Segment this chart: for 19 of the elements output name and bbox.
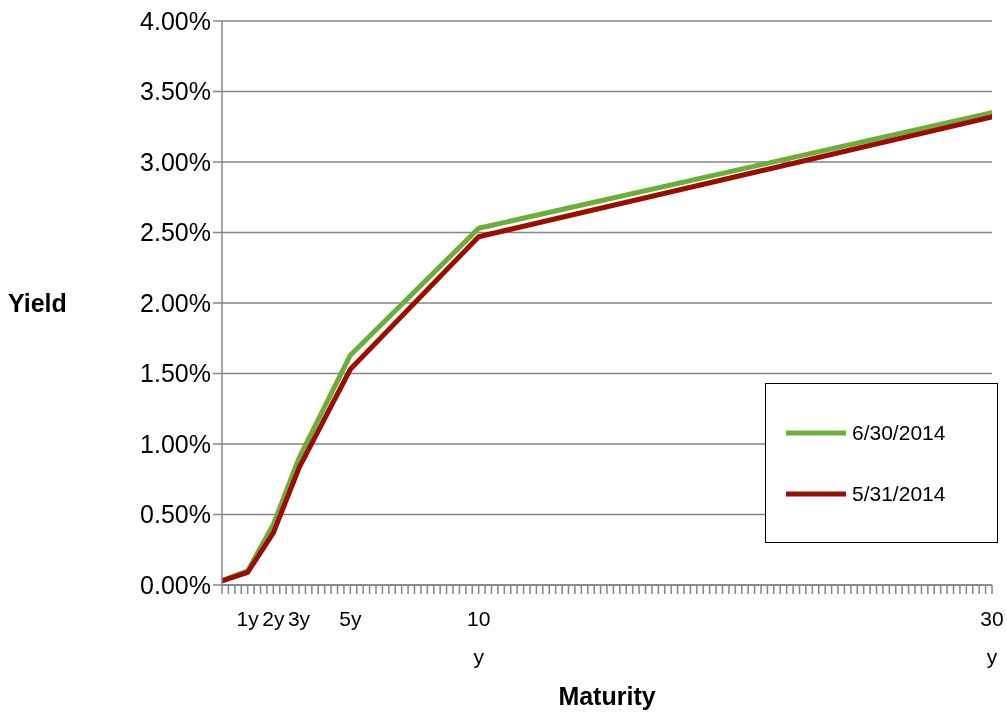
y-axis-title: Yield (8, 288, 67, 317)
y-tick-label: 2.00% (140, 288, 211, 317)
y-tick-label: 4.00% (140, 6, 211, 35)
y-tick-label: 3.00% (140, 147, 211, 176)
legend-label: 6/30/2014 (852, 420, 946, 445)
x-tick-label: 30 y (980, 607, 1004, 668)
x-tick-label: 10 y (466, 607, 491, 668)
x-tick-label: 1y (236, 607, 260, 630)
y-tick-label: 1.50% (140, 359, 211, 388)
y-tick-label: 0.00% (140, 570, 211, 599)
legend-label: 5/31/2014 (852, 481, 946, 506)
x-tick-label: 2y (262, 607, 285, 630)
y-tick-label: 1.00% (140, 429, 211, 458)
x-tick-label: 3y (287, 607, 311, 630)
x-tick-label: 5y (339, 607, 362, 630)
y-tick-label: 3.50% (140, 77, 211, 106)
y-tick-label: 2.50% (140, 218, 211, 247)
x-axis-title: Maturity (558, 682, 656, 710)
y-tick-label: 0.50% (140, 500, 211, 529)
